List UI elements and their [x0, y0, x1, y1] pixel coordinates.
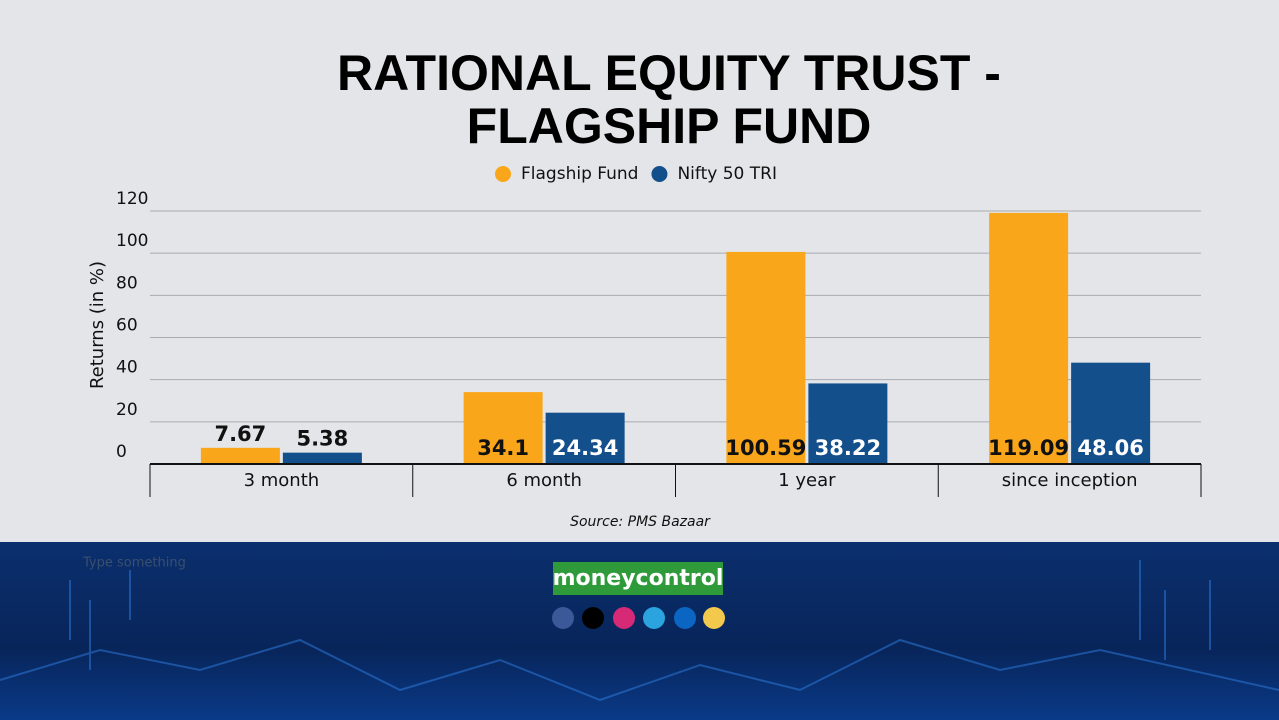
source: Source: PMS Bazaar: [570, 514, 711, 530]
data-label: 48.06: [1077, 436, 1143, 460]
data-label: 34.1: [477, 436, 529, 460]
data-label: 7.67: [214, 422, 266, 446]
y-tick-label: 20: [116, 400, 138, 420]
x-tick-label: 1 year: [778, 470, 836, 491]
x-tick-label: 3 month: [244, 470, 320, 491]
bar: [808, 383, 888, 464]
legend-label: Flagship Fund: [521, 164, 638, 184]
legend-label: Nifty 50 TRI: [677, 164, 777, 184]
bar: [200, 447, 280, 464]
bar: [726, 251, 806, 464]
legend-swatch: [651, 166, 668, 182]
bar: [989, 212, 1069, 464]
bar: [282, 452, 362, 464]
bar: [463, 392, 543, 464]
y-axis-label: Returns (in %): [87, 261, 108, 389]
x-tick-label: since inception: [1002, 470, 1138, 491]
bar: [1071, 362, 1151, 464]
bar: [545, 412, 625, 464]
logo: [553, 562, 723, 595]
data-label: 5.38: [296, 427, 348, 451]
y-tick-label: 120: [116, 189, 148, 209]
chart-title: RATIONAL EQUITY TRUST -: [337, 45, 1001, 101]
placeholder: Type something: [82, 556, 186, 571]
y-tick-label: 100: [116, 231, 148, 251]
data-label: 38.22: [815, 436, 881, 460]
y-tick-label: 60: [116, 316, 138, 336]
social-icons: [552, 607, 725, 629]
data-label: 24.34: [552, 436, 618, 460]
decor: [0, 560, 1279, 702]
chart-title: FLAGSHIP FUND: [467, 98, 872, 154]
legend-swatch: [495, 166, 511, 182]
brand: moneycontrol: [553, 566, 724, 591]
data-label: 119.09: [988, 436, 1069, 460]
y-tick-label: 40: [116, 358, 138, 378]
x-tick-label: 6 month: [506, 470, 582, 491]
y-tick-label: 0: [116, 442, 127, 462]
y-tick-label: 80: [116, 273, 138, 293]
data-label: 100.59: [725, 436, 806, 460]
